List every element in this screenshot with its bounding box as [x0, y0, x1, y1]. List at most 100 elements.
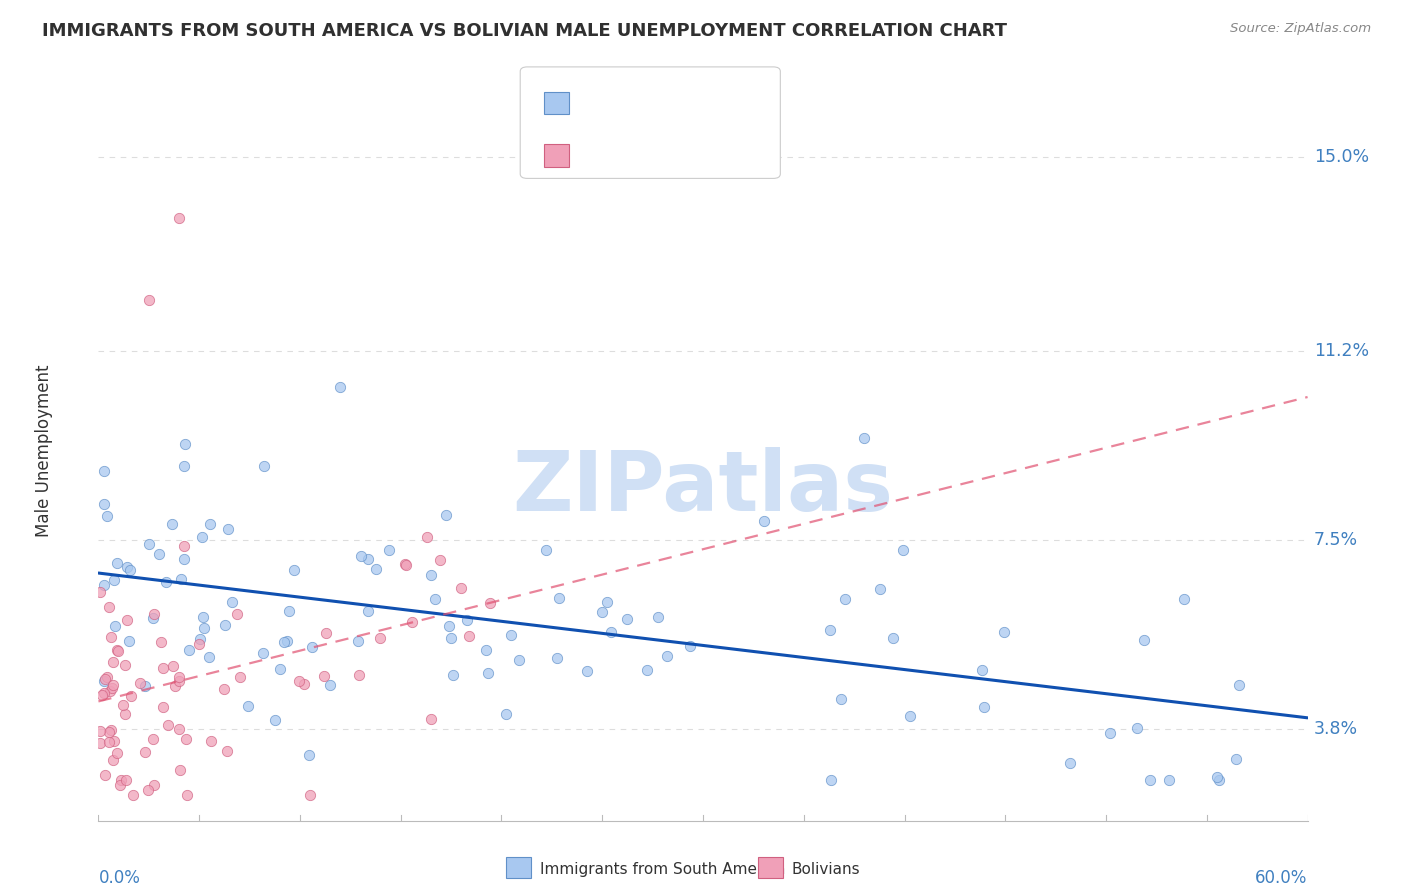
Point [830, 692, 852, 706]
Point [142, 778, 165, 792]
Point [169, 763, 191, 777]
Point [105, 557, 128, 571]
Point [973, 699, 995, 714]
Point [152, 699, 174, 714]
Text: Male Unemployment: Male Unemployment [35, 364, 53, 537]
Point [174, 732, 197, 747]
Point [1139, 772, 1161, 787]
Point [1225, 751, 1247, 765]
Point [152, 661, 174, 675]
Point [869, 582, 891, 596]
Point [419, 568, 441, 582]
Point [98, 735, 121, 749]
Point [591, 605, 613, 619]
Point [1126, 721, 1149, 735]
Point [198, 516, 221, 531]
Point [103, 734, 125, 748]
Point [98, 599, 121, 614]
Point [101, 655, 124, 669]
Point [173, 539, 195, 553]
Point [173, 551, 195, 566]
Point [150, 634, 173, 648]
Point [188, 637, 211, 651]
Point [120, 689, 142, 703]
Point [173, 436, 195, 450]
Point [89, 736, 111, 750]
Point [273, 634, 295, 648]
Point [110, 772, 132, 787]
Point [441, 668, 464, 682]
Point [347, 634, 370, 648]
Point [179, 643, 201, 657]
Point [546, 650, 568, 665]
Point [479, 596, 502, 610]
Point [107, 644, 129, 658]
Point [378, 543, 401, 558]
Text: 3.8%: 3.8% [1313, 720, 1358, 738]
Point [100, 630, 122, 644]
Point [820, 623, 842, 637]
Point [136, 783, 159, 797]
Point [312, 669, 335, 683]
Point [89, 585, 111, 599]
Point [678, 639, 700, 653]
Point [263, 713, 285, 727]
Text: 15.0%: 15.0% [1313, 148, 1369, 166]
Point [217, 522, 239, 536]
Point [118, 634, 141, 648]
Point [114, 658, 136, 673]
Point [105, 746, 128, 760]
Text: ZIPatlas: ZIPatlas [513, 447, 893, 528]
Point [108, 778, 131, 792]
Point [120, 563, 142, 577]
Point [98, 724, 121, 739]
Point [458, 629, 481, 643]
Point [853, 431, 876, 445]
Point [225, 607, 247, 622]
Point [474, 642, 496, 657]
Point [121, 788, 143, 802]
Point [163, 679, 186, 693]
Point [191, 530, 214, 544]
Point [89, 723, 111, 738]
Text: 11.2%: 11.2% [1313, 342, 1369, 359]
Point [167, 673, 190, 688]
Point [495, 706, 517, 721]
Point [349, 549, 371, 563]
Point [1133, 632, 1156, 647]
Point [647, 609, 669, 624]
Point [193, 621, 215, 635]
Point [142, 607, 165, 622]
Point [1206, 770, 1229, 784]
Point [160, 516, 183, 531]
Point [148, 547, 170, 561]
Point [100, 723, 122, 737]
Point [1159, 772, 1181, 787]
Point [94, 767, 117, 781]
Point [287, 673, 309, 688]
Point [212, 682, 235, 697]
Point [103, 753, 125, 767]
Point [115, 772, 138, 787]
Point [169, 723, 191, 737]
Point [103, 573, 125, 587]
Point [993, 625, 1015, 640]
Point [138, 293, 160, 307]
Point [167, 211, 190, 226]
Text: Bolivians: Bolivians [792, 863, 860, 877]
Point [170, 572, 193, 586]
Point [356, 552, 378, 566]
Point [93, 578, 115, 592]
Point [115, 613, 138, 627]
Point [1098, 726, 1121, 740]
Point [891, 543, 914, 558]
Point [437, 618, 460, 632]
Point [105, 642, 128, 657]
Point [357, 604, 380, 618]
Point [96, 670, 118, 684]
Point [217, 744, 239, 758]
Point [616, 612, 638, 626]
Point [167, 670, 190, 684]
Point [93, 464, 115, 478]
Point [1059, 756, 1081, 770]
